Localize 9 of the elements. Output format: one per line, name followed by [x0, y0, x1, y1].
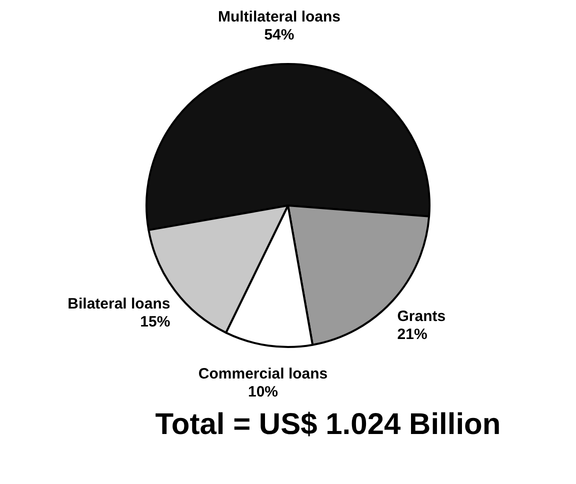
slice-label: Grants [397, 308, 446, 326]
data-label: 21% [397, 326, 428, 344]
text: Total = US$ 1.024 Billion [154, 408, 502, 442]
slice-label: Multilateral loans [218, 8, 340, 26]
slice-label: Bilateral loans [68, 296, 170, 313]
slice-label: Commercial loans [198, 365, 328, 382]
data-label: 54% [264, 26, 294, 44]
data-label: 10% [248, 383, 278, 400]
data-label: 15% [140, 314, 170, 331]
